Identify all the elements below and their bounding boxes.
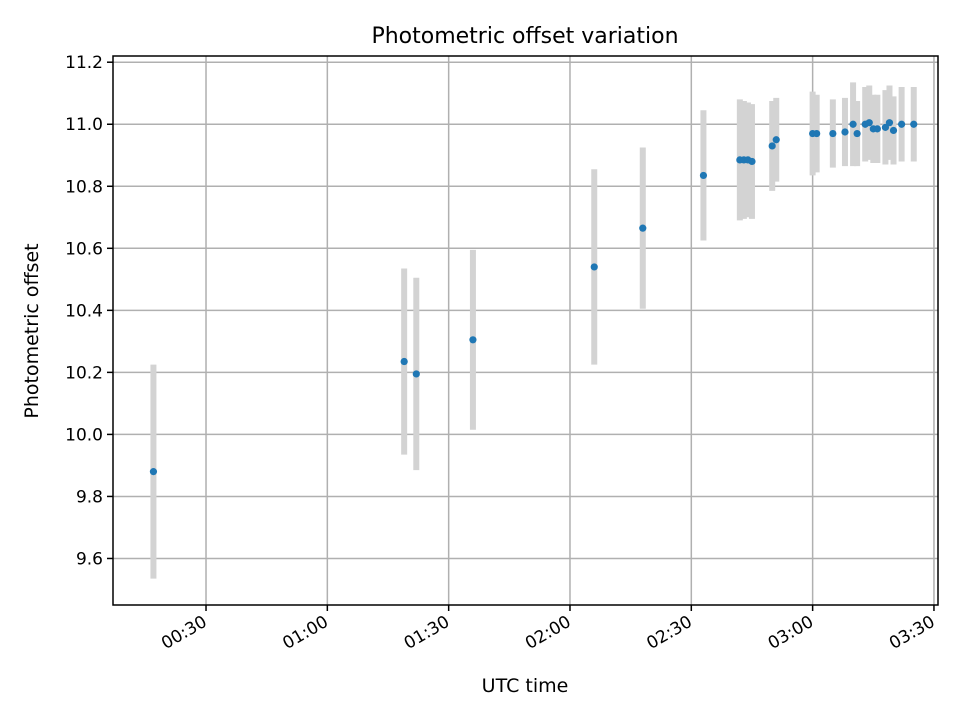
y-tick-label: 10.6 bbox=[65, 239, 103, 259]
x-tick-label: 02:00 bbox=[522, 612, 574, 654]
data-point bbox=[873, 125, 881, 133]
error-bars bbox=[150, 82, 917, 579]
data-point bbox=[849, 120, 857, 128]
y-tick-label: 11.0 bbox=[65, 115, 103, 135]
x-axis-ticks: 00:30 01:00 01:30 02:00 02:30 03:00 03:30 bbox=[158, 605, 938, 654]
y-tick-label: 10.4 bbox=[65, 301, 103, 321]
data-point bbox=[639, 224, 647, 232]
data-point bbox=[881, 123, 890, 131]
x-tick-label: 01:30 bbox=[401, 612, 453, 654]
data-point bbox=[400, 357, 408, 366]
x-tick-label: 03:30 bbox=[886, 612, 938, 654]
y-tick-label: 11.2 bbox=[65, 53, 103, 73]
data-point bbox=[149, 468, 158, 476]
plot-frame bbox=[112, 55, 939, 606]
data-point bbox=[469, 336, 477, 344]
y-tick-label: 9.6 bbox=[76, 549, 103, 569]
data-point bbox=[772, 136, 780, 144]
data-point bbox=[412, 370, 420, 378]
data-point bbox=[898, 120, 906, 128]
y-tick-label: 10.0 bbox=[65, 425, 103, 445]
data-point bbox=[853, 129, 861, 138]
data-point bbox=[699, 171, 708, 180]
y-tick-label: 10.8 bbox=[65, 177, 103, 197]
x-tick-label: 03:00 bbox=[765, 612, 817, 654]
x-tick-label: 01:00 bbox=[279, 612, 331, 654]
x-tick-label: 00:30 bbox=[158, 612, 210, 654]
data-point bbox=[590, 263, 598, 271]
data-point bbox=[889, 126, 898, 135]
y-axis-label: Photometric offset bbox=[21, 243, 43, 418]
x-axis-label: UTC time bbox=[482, 675, 569, 697]
y-tick-label: 9.8 bbox=[76, 487, 103, 507]
x-tick-label: 02:30 bbox=[643, 612, 695, 654]
data-point bbox=[748, 157, 756, 166]
y-tick-label: 10.2 bbox=[65, 363, 103, 383]
data-point bbox=[813, 129, 821, 138]
data-point bbox=[910, 120, 918, 128]
data-point bbox=[885, 119, 894, 127]
y-axis-ticks: 9.6 9.8 10.0 10.2 10.4 10.6 10.8 11.0 11.2 bbox=[65, 53, 113, 569]
data-point bbox=[768, 142, 776, 150]
data-points bbox=[149, 119, 918, 476]
chart-title: Photometric offset variation bbox=[371, 24, 678, 49]
data-point bbox=[865, 119, 873, 127]
data-point bbox=[841, 128, 849, 136]
data-point bbox=[829, 129, 837, 138]
